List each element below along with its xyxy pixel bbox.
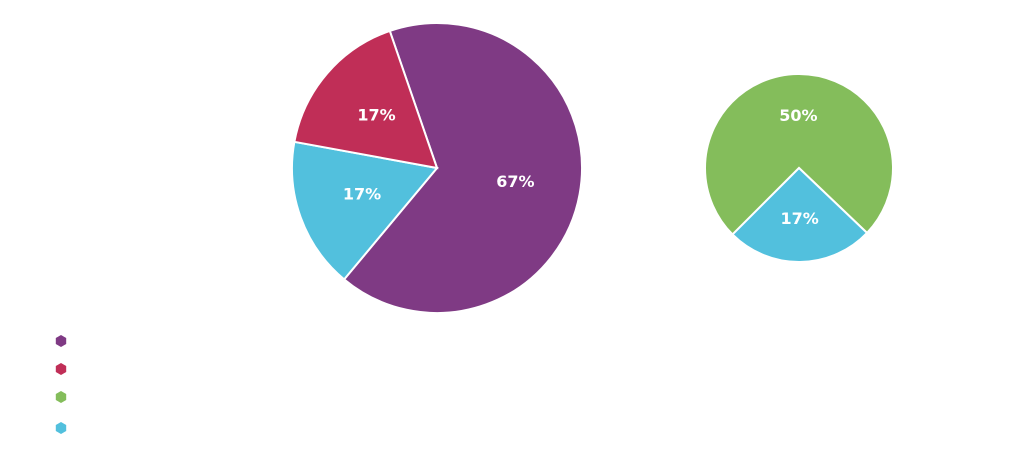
legend-marker <box>55 363 67 375</box>
slice-label: 17% <box>780 209 818 228</box>
legend-marker <box>55 335 67 347</box>
slice-label: 50% <box>779 106 817 125</box>
slice-label: 17% <box>343 185 381 204</box>
pie-slice <box>704 73 894 236</box>
pie-slice <box>291 140 439 281</box>
slice-label: 17% <box>357 105 395 124</box>
legend-marker <box>55 422 67 434</box>
slice-label: 67% <box>496 172 534 191</box>
pie-slice <box>293 29 439 170</box>
pie-slice <box>731 166 869 263</box>
pie-slice <box>342 22 583 314</box>
legend-marker <box>55 391 67 403</box>
